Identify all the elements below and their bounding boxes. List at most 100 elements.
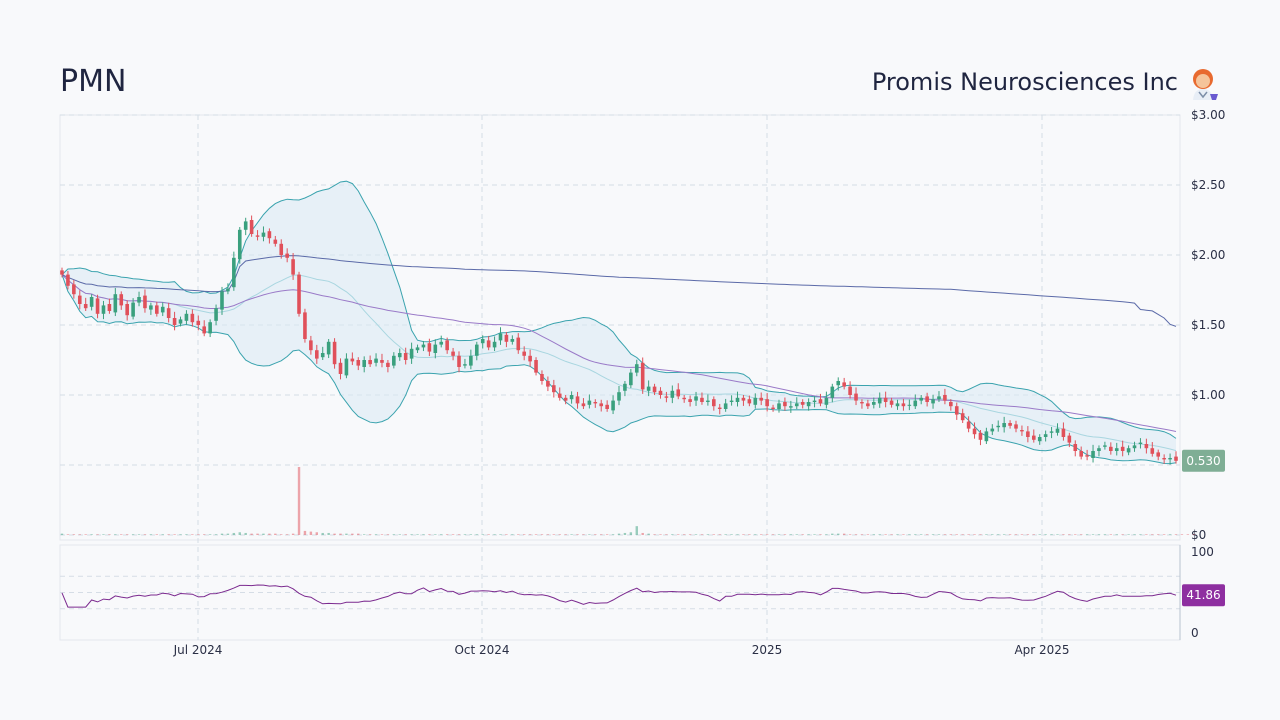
candle-body: [830, 386, 835, 398]
candle-body: [960, 413, 965, 421]
price-tick-label: $2.50: [1191, 178, 1225, 192]
candle-body: [486, 340, 491, 348]
volume-bar: [137, 534, 141, 535]
volume-bar: [321, 532, 324, 535]
candle-body: [60, 270, 64, 275]
candle-body: [925, 396, 929, 402]
candle-body: [1043, 434, 1048, 437]
volume-bar: [973, 534, 976, 535]
volume-bar: [736, 534, 739, 535]
candle-body: [771, 407, 775, 409]
candle-body: [237, 229, 242, 260]
candle-body: [332, 341, 337, 365]
candle-body: [1031, 435, 1036, 440]
candle-body: [208, 322, 212, 334]
candle-body: [729, 400, 734, 402]
candle-body: [871, 402, 876, 405]
volume-bar: [760, 534, 763, 535]
volume-bar: [801, 534, 804, 535]
candle-body: [72, 284, 76, 295]
candle-body: [646, 386, 651, 391]
volume-bar: [564, 534, 567, 535]
volume-bar: [416, 534, 419, 535]
candle-body: [794, 403, 799, 407]
volume-bar: [1162, 534, 1166, 535]
volume-bar: [1008, 534, 1012, 535]
volume-bar: [848, 534, 852, 535]
bollinger-band-fill: [62, 181, 1176, 464]
volume-bar: [854, 534, 858, 535]
volume-bar: [825, 534, 828, 535]
last-price-tag: [1182, 449, 1225, 472]
volume-bar: [777, 534, 781, 535]
candle-body: [119, 294, 124, 306]
volume-bar: [623, 532, 627, 535]
volume-bar: [1186, 534, 1190, 535]
candle-body: [706, 400, 710, 402]
candle-body: [783, 402, 787, 407]
volume-bar: [108, 534, 111, 535]
volume-bar: [1014, 534, 1018, 535]
candle-body: [717, 407, 722, 409]
price-tick-label: $0: [1191, 528, 1206, 542]
volume-bar: [600, 534, 603, 535]
volume-bar: [730, 534, 733, 535]
volume-bar: [1180, 534, 1184, 535]
volume-bar: [635, 526, 638, 535]
candle-body: [836, 381, 841, 386]
candle-body: [883, 397, 888, 402]
volume-bar: [522, 534, 526, 535]
volume-bar: [920, 534, 923, 535]
candle-body: [806, 402, 811, 407]
volume-bar: [363, 534, 366, 535]
candle-body: [155, 305, 159, 314]
candle-body: [1020, 430, 1024, 432]
candle-body: [919, 397, 924, 401]
candle-body: [1091, 451, 1095, 458]
volume-bar: [250, 533, 253, 535]
volume-bar: [475, 534, 478, 535]
volume-bar: [368, 534, 372, 535]
candle-body: [652, 386, 657, 393]
volume-bar: [813, 534, 816, 535]
volume-bar: [765, 534, 769, 535]
candle-body: [415, 347, 420, 351]
candle-body: [255, 235, 260, 237]
volume-bar: [997, 534, 1000, 535]
volume-bar: [1174, 534, 1178, 535]
candle-body: [534, 360, 538, 373]
candle-body: [226, 288, 230, 292]
volume-bar: [1103, 534, 1107, 535]
volume-bar: [244, 532, 247, 535]
candle-body: [581, 403, 586, 407]
volume-bar: [410, 534, 413, 535]
candle-body: [190, 313, 195, 323]
volume-bar: [457, 534, 461, 535]
volume-bar: [268, 533, 271, 535]
volume-bar: [588, 534, 591, 535]
company-name: Promis Neurosciences Inc: [871, 68, 1178, 96]
volume-bar: [528, 534, 532, 535]
candle-body: [125, 304, 129, 316]
last-rsi-label: 41.86: [1186, 588, 1220, 602]
candle-body: [504, 334, 509, 342]
candle-body: [232, 257, 236, 288]
candle-body: [362, 360, 367, 367]
candle-body: [1055, 428, 1060, 433]
candle-body: [160, 306, 165, 313]
volume-bar: [102, 534, 105, 535]
candle-body: [1014, 424, 1018, 429]
candle-body: [261, 232, 266, 237]
candle-body: [1120, 446, 1125, 451]
volume-bar: [611, 534, 615, 535]
volume-bar: [967, 534, 970, 535]
rsi-tick-label: 100: [1191, 545, 1214, 559]
volume-bar: [78, 534, 81, 535]
volume-bar: [1032, 534, 1035, 535]
moving-average-200-line: [61, 255, 1177, 327]
volume-bar: [783, 534, 787, 535]
volume-bar: [1127, 534, 1130, 535]
candle-body: [267, 231, 272, 239]
candle-body: [676, 389, 681, 397]
candle-body: [694, 396, 698, 401]
